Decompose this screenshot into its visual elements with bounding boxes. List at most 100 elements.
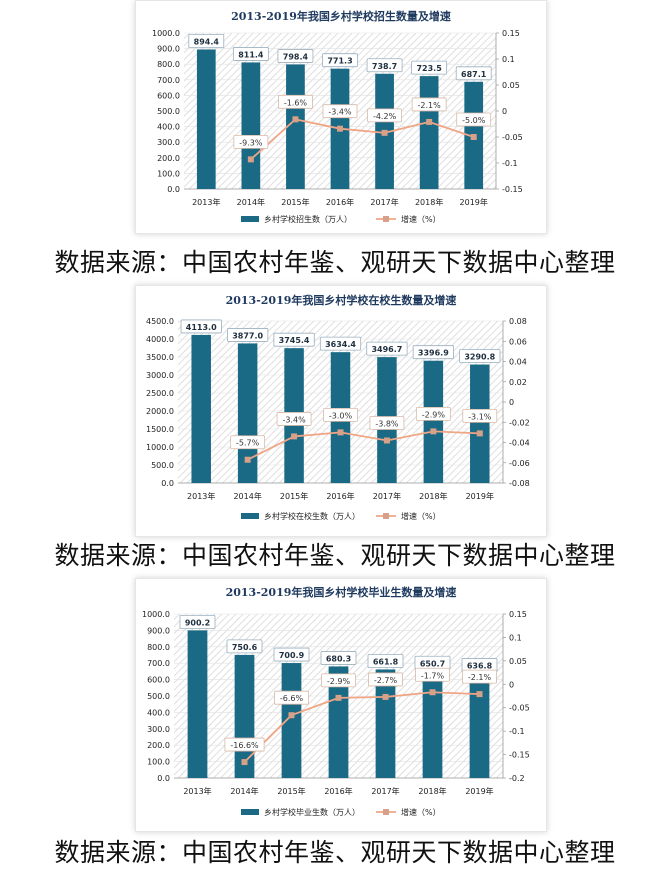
bar-label-box <box>226 639 263 654</box>
y-tick-label: 1500.0 <box>146 425 174 434</box>
bar-value-label: 771.3 <box>327 57 352 66</box>
x-tick-label: 2013年 <box>183 786 211 796</box>
y2-tick-label: 0.1 <box>502 55 515 64</box>
rate-label-box <box>233 134 269 149</box>
y-tick-label: 2500.0 <box>146 389 174 398</box>
chart-title: 2013-2019年我国乡村学校招生数量及增速 <box>231 9 451 23</box>
bar <box>328 666 349 778</box>
y-tick-label: 400.0 <box>147 708 170 717</box>
bar-value-label: 3634.4 <box>325 340 356 349</box>
x-tick-label: 2015年 <box>281 197 309 207</box>
rate-label-box <box>415 406 451 421</box>
rate-value-label: -3.0% <box>329 411 353 420</box>
growth-marker <box>247 156 254 163</box>
rate-value-label: -9.3% <box>239 138 263 147</box>
bar-value-label: 3745.4 <box>279 336 310 345</box>
y-tick-label: 0.0 <box>161 479 174 488</box>
y-tick-label: 0.0 <box>167 185 180 194</box>
rate-value-label: -3.4% <box>282 415 306 424</box>
y-tick-label: 500.0 <box>157 107 180 116</box>
students-chart: 2013-2019年我国乡村学校在校生数量及增速 0.0 500.0 1000.0 15… <box>146 293 530 521</box>
legend-line-label: 增速（%） <box>401 511 441 521</box>
bar-label-box <box>366 341 408 356</box>
growth-marker <box>292 116 299 123</box>
growth-marker <box>426 118 433 125</box>
bar <box>241 62 261 189</box>
rate-value-label: -5.0% <box>462 116 486 125</box>
rate-value-label: -3.1% <box>468 412 492 421</box>
rate-label-box <box>456 112 492 127</box>
bar-label-box <box>319 336 362 351</box>
bar-label-box <box>367 654 404 668</box>
chart-title: 2013-2019年我国乡村学校在校生数量及增速 <box>226 293 457 307</box>
bar <box>470 364 490 483</box>
bar-label-box <box>320 651 357 665</box>
growth-line <box>243 691 480 763</box>
x-tick-label: 2013年 <box>187 491 215 501</box>
rate-value-label: -2.9% <box>327 677 351 686</box>
y-tick-label: 100.0 <box>157 169 180 178</box>
x-tick-label: 2018年 <box>419 491 447 501</box>
x-tick-label: 2019年 <box>460 197 488 207</box>
y2-tick-label: -0.1 <box>509 727 525 736</box>
bar <box>422 671 443 778</box>
y-tick-label: 500.0 <box>151 461 174 470</box>
x-tick-label: 2019年 <box>465 786 493 796</box>
growth-marker <box>288 712 295 719</box>
y-tick-label: 3500.0 <box>146 353 174 362</box>
chart-panel-enrollment: 2013-2019年我国乡村学校招生数量及增速 0.0 100.0 200.0 300.… <box>135 0 547 234</box>
y-tick-label: 800.0 <box>157 60 180 69</box>
rate-value-label: -2.1% <box>418 101 442 110</box>
bar-label-box <box>412 345 454 360</box>
bar-label-box <box>273 332 315 347</box>
x-tick-label: 2017年 <box>370 197 398 207</box>
bar <box>196 49 216 189</box>
rate-label-box <box>278 94 313 109</box>
growth-marker <box>382 693 389 700</box>
rate-label-box <box>323 407 358 422</box>
x-tick-label: 2015年 <box>277 786 305 796</box>
bar-label-box <box>366 58 403 73</box>
rate-label-box <box>415 667 450 682</box>
y2-tick-label: 0.04 <box>509 358 527 367</box>
rate-label-box <box>224 737 265 752</box>
y-tick-label: 300.0 <box>147 725 170 734</box>
y2-tick-label: 0.02 <box>509 378 527 387</box>
y2-tick-label: -0.2 <box>509 774 525 783</box>
y2-tick-label: -0.15 <box>509 751 530 760</box>
rate-label-box <box>462 669 497 684</box>
bar-value-label: 636.8 <box>467 662 493 671</box>
bar-label-box <box>322 53 358 68</box>
rate-label-box <box>368 672 403 687</box>
bar-value-label: 750.6 <box>232 643 258 652</box>
y2-tick-label: 0.15 <box>509 610 527 619</box>
bar-label-box <box>232 47 269 61</box>
rate-label-box <box>369 416 405 430</box>
enrollment-chart: 2013-2019年我国乡村学校招生数量及增速 0.0 100.0 200.0 300.… <box>152 9 523 224</box>
rate-label-box <box>367 108 402 123</box>
x-tick-label: 2014年 <box>230 786 258 796</box>
y-tick-label: 1000.0 <box>142 610 170 619</box>
bar-label-box <box>188 34 225 48</box>
y2-tick-label: -0.05 <box>502 133 523 142</box>
y-tick-label: 3000.0 <box>146 371 174 380</box>
growth-marker <box>476 691 483 698</box>
y2-tick-label: 0 <box>509 680 514 689</box>
y2-tick-label: 0.05 <box>502 81 520 90</box>
bar-value-label: 3290.8 <box>464 353 495 362</box>
bar-label-box <box>179 614 216 629</box>
legend-bar-swatch <box>241 216 259 222</box>
rate-value-label: -3.8% <box>375 419 399 428</box>
chart-panel-students: 2013-2019年我国乡村学校在校生数量及增速 0.0 500.0 1000.0 15… <box>135 285 547 537</box>
chart-title: 2013-2019年我国乡村学校毕业生数量及增速 <box>226 585 457 599</box>
rate-value-label: -5.7% <box>236 439 260 448</box>
rate-label-box <box>276 412 312 426</box>
rate-value-label: -1.6% <box>284 98 308 107</box>
x-tick-label: 2014年 <box>233 491 261 501</box>
rate-value-label: -3.4% <box>328 108 352 117</box>
bar-label-box <box>459 349 501 363</box>
growth-marker <box>430 428 437 435</box>
y-tick-label: 200.0 <box>147 741 170 750</box>
y2-tick-label: 0.1 <box>509 633 522 642</box>
y2-tick-label: -0.02 <box>509 418 530 427</box>
